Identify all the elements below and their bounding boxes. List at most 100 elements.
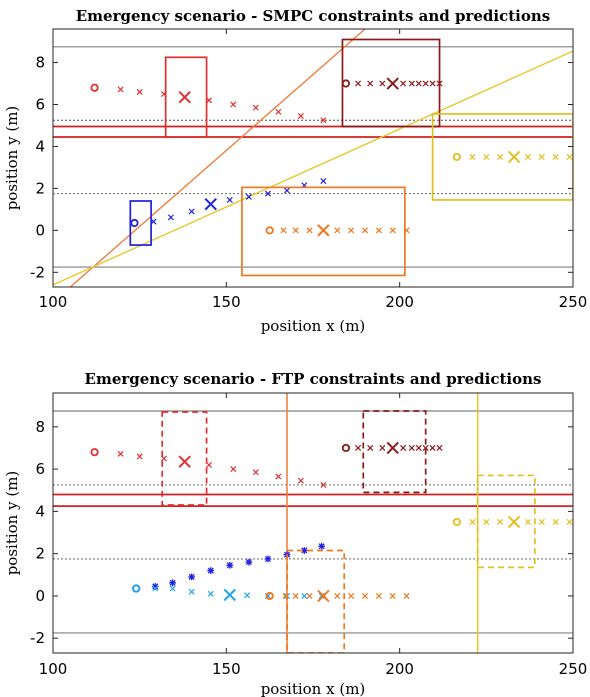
prediction-point [264, 190, 271, 197]
prediction-point [151, 583, 159, 590]
y-tick-label: 6 [35, 460, 45, 478]
prediction-point [422, 444, 429, 451]
prediction-point [230, 466, 237, 473]
x-tick-label: 250 [559, 293, 588, 311]
prediction-point [538, 518, 545, 525]
current-marker [178, 90, 191, 104]
start-marker [265, 591, 274, 601]
prediction-point [275, 473, 282, 480]
prediction-point [167, 214, 174, 221]
prediction-point [566, 518, 573, 525]
prediction-point [566, 153, 573, 160]
prediction-point [389, 227, 396, 234]
current-marker [386, 77, 399, 90]
prediction-point [226, 561, 234, 569]
y-tick-label: 4 [35, 502, 45, 520]
series-1 [132, 542, 326, 593]
series-3 [341, 38, 443, 128]
prediction-point [207, 567, 215, 574]
prediction-point [497, 518, 504, 525]
current-marker [317, 589, 330, 603]
x-axis-label: position x (m) [261, 680, 366, 697]
chart-panel-2: Emergency scenario - FTP constraints and… [3, 370, 587, 697]
y-axis-label: position y (m) [3, 106, 21, 211]
prediction-point [160, 455, 167, 462]
series-6 [452, 474, 573, 569]
plot-area [53, 393, 573, 653]
start-marker [341, 79, 351, 88]
prediction-point [348, 592, 355, 599]
chart-title: Emergency scenario - FTP constraints and… [85, 370, 542, 388]
prediction-point [117, 86, 124, 93]
start-marker [90, 83, 99, 92]
current-marker [386, 441, 399, 455]
prediction-point [415, 80, 422, 87]
prediction-point [136, 453, 143, 460]
series-3 [90, 411, 327, 506]
plot-area [53, 29, 573, 287]
current-marker [317, 224, 330, 237]
start-marker [341, 443, 351, 453]
start-marker [452, 152, 461, 162]
prediction-point [297, 113, 304, 120]
prediction-point [361, 227, 369, 234]
axes-frame [52, 28, 574, 288]
prediction-point [389, 592, 396, 599]
prediction-point [320, 117, 327, 124]
x-tick-label: 200 [385, 293, 414, 311]
vehicle-box [431, 113, 573, 201]
constraint-line [53, 50, 573, 286]
series-5 [431, 113, 573, 201]
prediction-point [160, 91, 167, 98]
y-tick-label: 8 [35, 54, 45, 72]
prediction-point [152, 585, 159, 592]
prediction-point [334, 227, 341, 234]
prediction-point [169, 585, 176, 592]
prediction-point [375, 592, 382, 599]
prediction-point [320, 481, 327, 488]
vehicle-box [161, 411, 208, 506]
prediction-point [483, 153, 490, 160]
series-1 [129, 178, 327, 246]
prediction-point [348, 227, 355, 234]
prediction-point [244, 592, 251, 599]
prediction-point [300, 547, 308, 554]
prediction-point [226, 196, 233, 203]
prediction-point [361, 592, 369, 599]
vehicle-box [286, 549, 346, 653]
vehicle-box [164, 56, 208, 138]
prediction-point [318, 592, 325, 599]
current-marker [507, 515, 521, 529]
series-5 [265, 549, 410, 653]
current-marker [178, 455, 191, 468]
prediction-point [429, 80, 436, 87]
prediction-point [205, 97, 213, 104]
prediction-point [355, 80, 362, 87]
prediction-point [429, 444, 436, 451]
prediction-point [436, 80, 443, 87]
x-tick-label: 200 [385, 660, 414, 678]
prediction-point [282, 592, 289, 599]
start-marker [452, 517, 461, 527]
vehicle-box [476, 474, 536, 569]
y-tick-label: 4 [35, 137, 45, 155]
prediction-point [301, 592, 308, 599]
y-axis-label: position y (m) [3, 471, 21, 576]
y-tick-label: -2 [30, 629, 45, 647]
prediction-point [150, 218, 157, 225]
prediction-point [306, 227, 313, 234]
prediction-point [306, 592, 313, 599]
prediction-point [469, 153, 476, 160]
y-tick-label: 6 [35, 96, 45, 114]
prediction-point [367, 444, 374, 451]
prediction-point [403, 592, 410, 599]
constraint-line [69, 29, 366, 287]
y-tick-label: 0 [35, 587, 45, 605]
prediction-point [188, 573, 196, 581]
prediction-point [280, 227, 287, 234]
y-tick-label: -2 [30, 263, 45, 281]
prediction-point [297, 477, 304, 484]
prediction-point [436, 444, 443, 451]
series-4 [241, 186, 410, 277]
y-tick-label: 2 [35, 545, 45, 563]
